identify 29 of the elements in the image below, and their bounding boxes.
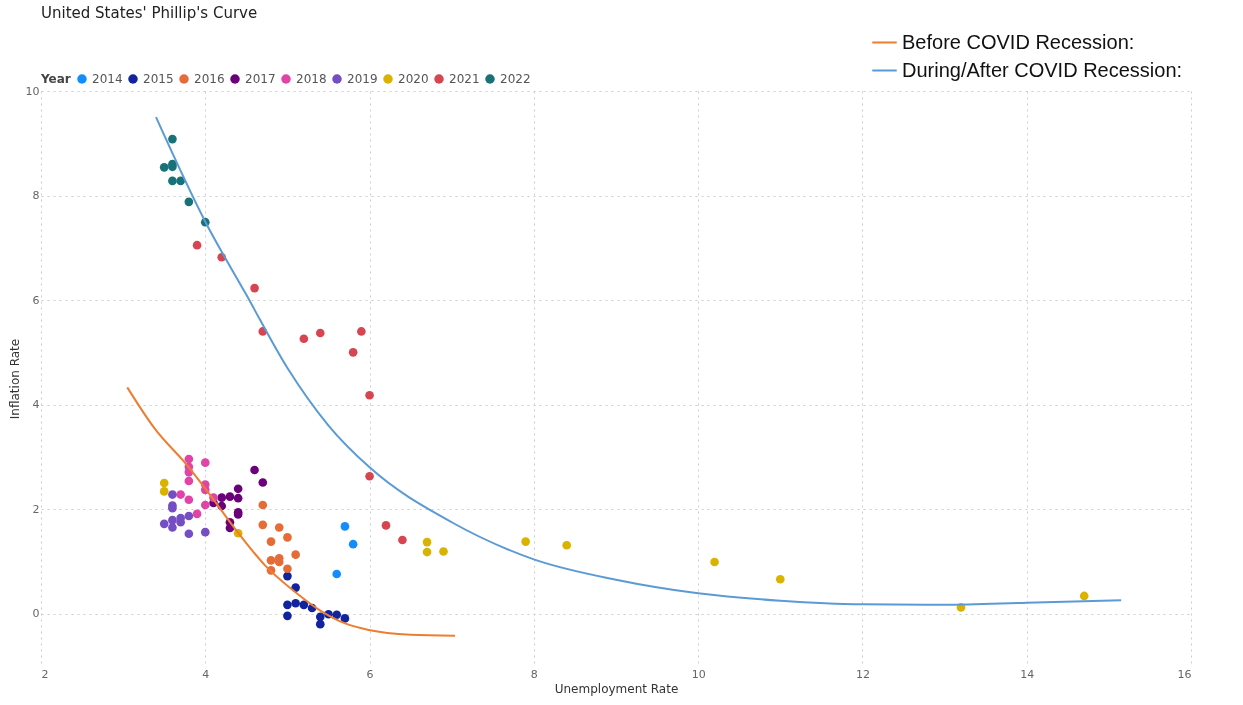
x-tick-label: 14 (1020, 667, 1035, 681)
y-tick-label: 0 (32, 607, 40, 621)
legend-label: 2014 (92, 72, 123, 86)
y-axis-title: Inflation Rate (7, 338, 22, 420)
y-tick-label: 6 (32, 293, 40, 307)
legend-label: 2022 (500, 72, 531, 86)
x-tick-label: 12 (855, 667, 870, 681)
y-tick-label: 8 (32, 189, 40, 203)
x-tick-label: 16 (1177, 667, 1192, 681)
chart-title: United States' Phillip's Curve (41, 4, 258, 22)
x-tick-label: 10 (691, 667, 706, 681)
x-tick-label: 4 (202, 667, 210, 681)
legend-title: Year (40, 72, 71, 86)
legend-label: 2021 (449, 72, 480, 86)
legend-label: 2020 (398, 72, 429, 86)
legend-label: 2015 (143, 72, 174, 86)
x-tick-label: 6 (366, 667, 374, 681)
x-tick-label: 8 (530, 667, 538, 681)
x-axis-title: Unemployment Rate (554, 681, 679, 696)
legend-label: 2019 (347, 72, 378, 86)
legend-label: 2016 (194, 72, 225, 86)
legend-label: During/After COVID Recession: (902, 58, 1183, 81)
legend-label: 2017 (245, 72, 276, 86)
y-tick-label: 10 (25, 84, 40, 98)
y-tick-label: 4 (32, 398, 40, 412)
x-tick-label: 2 (41, 667, 49, 681)
legend-label: 2018 (296, 72, 327, 86)
y-tick-label: 2 (32, 502, 40, 516)
legend-label: Before COVID Recession: (902, 30, 1135, 53)
